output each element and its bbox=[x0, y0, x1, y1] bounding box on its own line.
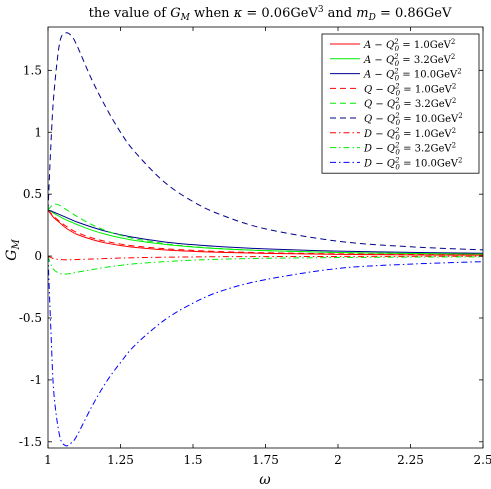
series-line-3 bbox=[48, 209, 483, 254]
legend-label: D − Q2 0 = 10.0GeV2 bbox=[363, 156, 463, 171]
legend-box bbox=[321, 33, 480, 174]
x-axis-label: ω bbox=[259, 472, 271, 488]
series-line-8 bbox=[48, 255, 483, 275]
x-tick-label: 2 bbox=[334, 453, 342, 467]
legend-label: Q − Q2 0 = 10.0GeV2 bbox=[364, 112, 463, 127]
legend-label: Q − Q2 0 = 3.2GeV2 bbox=[364, 97, 456, 112]
legend-label: D − Q2 0 = 3.2GeV2 bbox=[363, 142, 456, 157]
chart-title: the value of GM when κ = 0.06GeV3 and mD… bbox=[89, 5, 452, 23]
x-tick-label: 1.75 bbox=[252, 453, 279, 467]
y-tick-label: 0 bbox=[34, 249, 42, 263]
y-tick-label: -0.5 bbox=[19, 311, 42, 325]
plot-area bbox=[48, 32, 483, 447]
legend-label: D − Q2 0 = 1.0GeV2 bbox=[363, 127, 456, 142]
legend-label: A − Q2 0 = 1.0GeV2 bbox=[363, 38, 455, 53]
x-tick-label: 1.25 bbox=[107, 453, 134, 467]
y-axis-label: GM bbox=[4, 239, 22, 261]
x-tick-label: 2.25 bbox=[397, 453, 424, 467]
x-tick-label: 1.5 bbox=[183, 453, 202, 467]
y-tick-label: 1.5 bbox=[23, 63, 42, 77]
x-tick-label: 2.5 bbox=[473, 453, 491, 467]
series-line-1 bbox=[48, 209, 483, 256]
series-line-5 bbox=[48, 203, 483, 255]
legend-label: A − Q2 0 = 10.0GeV2 bbox=[363, 68, 462, 83]
x-tick-label: 1 bbox=[44, 453, 52, 467]
series-line-9 bbox=[48, 256, 483, 447]
legend-label: A − Q2 0 = 3.2GeV2 bbox=[363, 53, 455, 68]
legend-label: Q − Q2 0 = 1.0GeV2 bbox=[364, 82, 456, 97]
y-tick-label: -1 bbox=[30, 373, 42, 387]
axis-ticks: 1 1.25 1.5 1.75 2 2.25 2.5 -1.5 -1 -0.5 0 0.5 1 1.5 bbox=[19, 27, 491, 467]
series-line-2 bbox=[48, 209, 483, 255]
series-line-7 bbox=[48, 255, 483, 261]
series-line-4 bbox=[48, 209, 483, 256]
series-line-6 bbox=[48, 32, 483, 251]
y-tick-label: -1.5 bbox=[19, 435, 42, 449]
y-tick-label: 0.5 bbox=[23, 187, 42, 201]
y-tick-label: 1 bbox=[34, 125, 42, 139]
